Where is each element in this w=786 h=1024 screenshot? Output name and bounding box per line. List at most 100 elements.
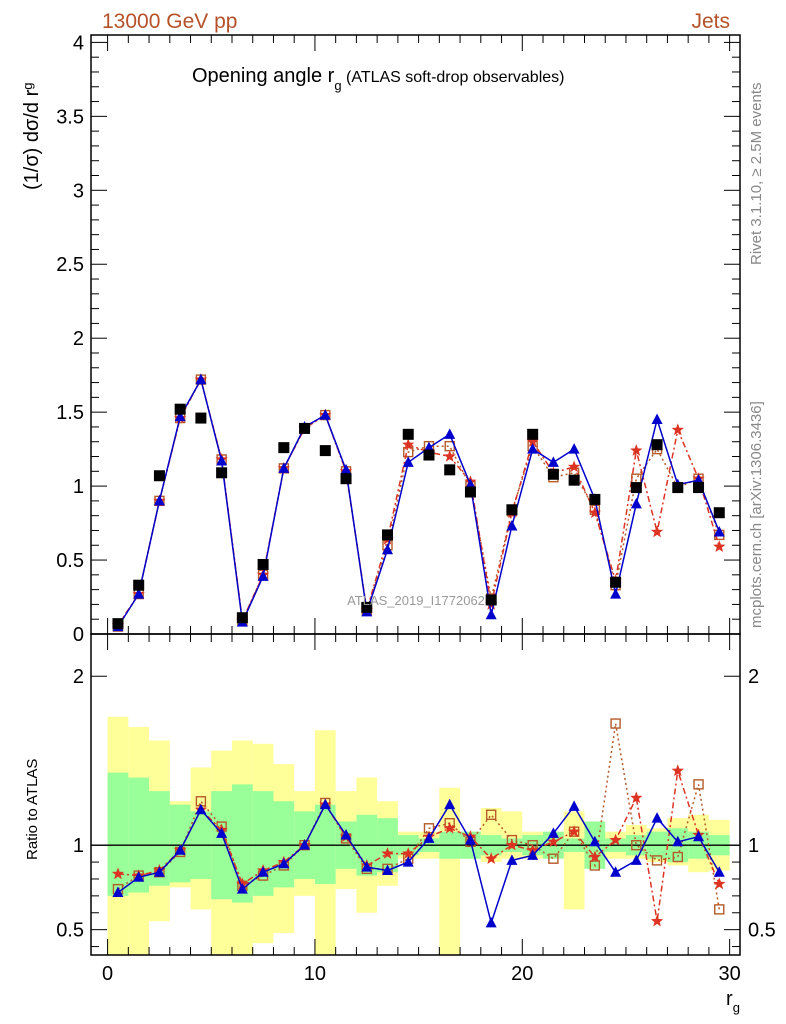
outer-band-bin-16 <box>439 787 461 955</box>
main-panel: ATLAS_2019_I1772062 Opening angle rg (AT… <box>20 32 741 646</box>
ratio-ytick-label-right-1: 1 <box>748 835 759 857</box>
brown-point-18 <box>485 809 497 820</box>
main-series-data <box>112 403 725 630</box>
main-line-mc_red <box>117 377 721 626</box>
main-series <box>111 373 726 632</box>
ratio-axis-ticks <box>91 634 740 955</box>
red-point-18 <box>485 852 498 864</box>
blue-point-21 <box>547 456 559 467</box>
rivet-version-label: Rivet 3.1.10, ≥ 2.5M events <box>748 83 765 266</box>
ratio-line-mc_red <box>117 770 720 922</box>
red-point-20 <box>526 435 539 447</box>
red-point-13 <box>381 847 394 859</box>
ratio-y-tick-labels: 0.5 0.5 1 1 2 2 <box>56 666 776 941</box>
blue-point-18 <box>485 608 497 620</box>
blue-point-22 <box>568 800 580 811</box>
data-point-22 <box>568 474 580 486</box>
brown-point-29 <box>714 904 725 915</box>
inner-band-bin-10 <box>314 804 336 885</box>
blue-point-23 <box>589 835 601 847</box>
data-point-7 <box>257 558 269 570</box>
red-point-21 <box>547 835 560 848</box>
process-label: Jets <box>691 10 730 33</box>
brown-point-21 <box>548 853 559 864</box>
blue-point-13 <box>382 543 394 555</box>
blue-point-11 <box>340 829 352 840</box>
blue-point-1 <box>133 588 145 599</box>
brown-point-26 <box>651 855 663 866</box>
main-series-mc_red <box>111 373 726 631</box>
blue-point-22 <box>568 443 580 454</box>
main-ytick-label-0: 0 <box>73 624 84 646</box>
main-ytick-label-8: 4 <box>73 32 84 54</box>
brown-point-25 <box>631 839 642 851</box>
ratio-line-mc_blue <box>117 803 720 926</box>
data-point-15 <box>423 449 435 461</box>
red-point-14 <box>402 847 415 859</box>
blue-point-7 <box>257 866 269 877</box>
red-point-26 <box>650 914 664 927</box>
ratio-series-mc_blue <box>112 798 725 928</box>
ratio-frame <box>90 633 741 956</box>
brown-point-28 <box>693 779 704 790</box>
data-point-16 <box>444 464 456 476</box>
blue-point-20 <box>527 849 539 860</box>
ratio-ytick-label-2: 2 <box>73 666 84 688</box>
data-point-12 <box>361 601 373 613</box>
blue-point-26 <box>651 413 663 425</box>
energy-label: 13000 GeV pp <box>102 10 237 33</box>
ratio-series <box>111 718 726 928</box>
inner-band-bin-0 <box>107 772 129 896</box>
blue-point-12 <box>361 861 373 872</box>
main-ytick-label-1: 0.5 <box>56 550 84 572</box>
inner-band-bin-3 <box>169 804 191 883</box>
main-axis-ticks <box>91 35 740 635</box>
data-point-18 <box>485 594 497 606</box>
blue-point-2 <box>153 866 165 877</box>
main-ytick-label-2: 1 <box>73 476 84 498</box>
blue-point-5 <box>216 827 228 838</box>
main-ytick-label-6: 3 <box>73 180 84 202</box>
blue-point-29 <box>713 866 725 877</box>
data-point-19 <box>506 504 518 516</box>
red-point-23 <box>588 506 601 518</box>
blue-point-13 <box>382 864 394 876</box>
blue-point-4 <box>195 803 207 815</box>
blue-point-19 <box>506 854 518 865</box>
data-point-20 <box>527 428 539 440</box>
red-point-16 <box>443 821 456 834</box>
brown-point-23 <box>589 860 601 871</box>
blue-point-17 <box>464 478 476 490</box>
red-point-27 <box>671 764 684 777</box>
red-point-0 <box>111 867 125 880</box>
main-frame <box>90 34 741 635</box>
blue-point-21 <box>547 827 559 838</box>
blue-point-14 <box>402 456 414 467</box>
red-point-25 <box>630 791 643 804</box>
blue-point-9 <box>299 839 311 850</box>
data-point-9 <box>299 422 311 434</box>
blue-point-25 <box>630 497 642 509</box>
blue-point-29 <box>713 525 725 537</box>
data-point-6 <box>236 612 248 624</box>
x-tick-label-0: 0 <box>102 963 113 985</box>
blue-point-14 <box>402 856 414 867</box>
data-point-0 <box>112 618 124 630</box>
data-point-28 <box>693 482 705 494</box>
ratio-ytick-label-right-0: 0.5 <box>748 920 776 942</box>
inner-band-bin-1 <box>128 777 150 893</box>
blue-point-16 <box>444 428 456 439</box>
data-point-25 <box>630 482 642 494</box>
blue-point-15 <box>423 832 435 843</box>
blue-point-3 <box>174 844 186 855</box>
data-point-24 <box>610 576 622 588</box>
blue-point-6 <box>236 883 248 894</box>
blue-point-8 <box>278 857 290 869</box>
blue-point-16 <box>444 798 456 810</box>
blue-point-7 <box>257 570 269 581</box>
data-point-8 <box>278 442 290 454</box>
blue-point-17 <box>464 834 476 845</box>
red-point-22 <box>567 825 581 837</box>
blue-point-5 <box>216 454 228 466</box>
blue-point-20 <box>527 443 539 454</box>
